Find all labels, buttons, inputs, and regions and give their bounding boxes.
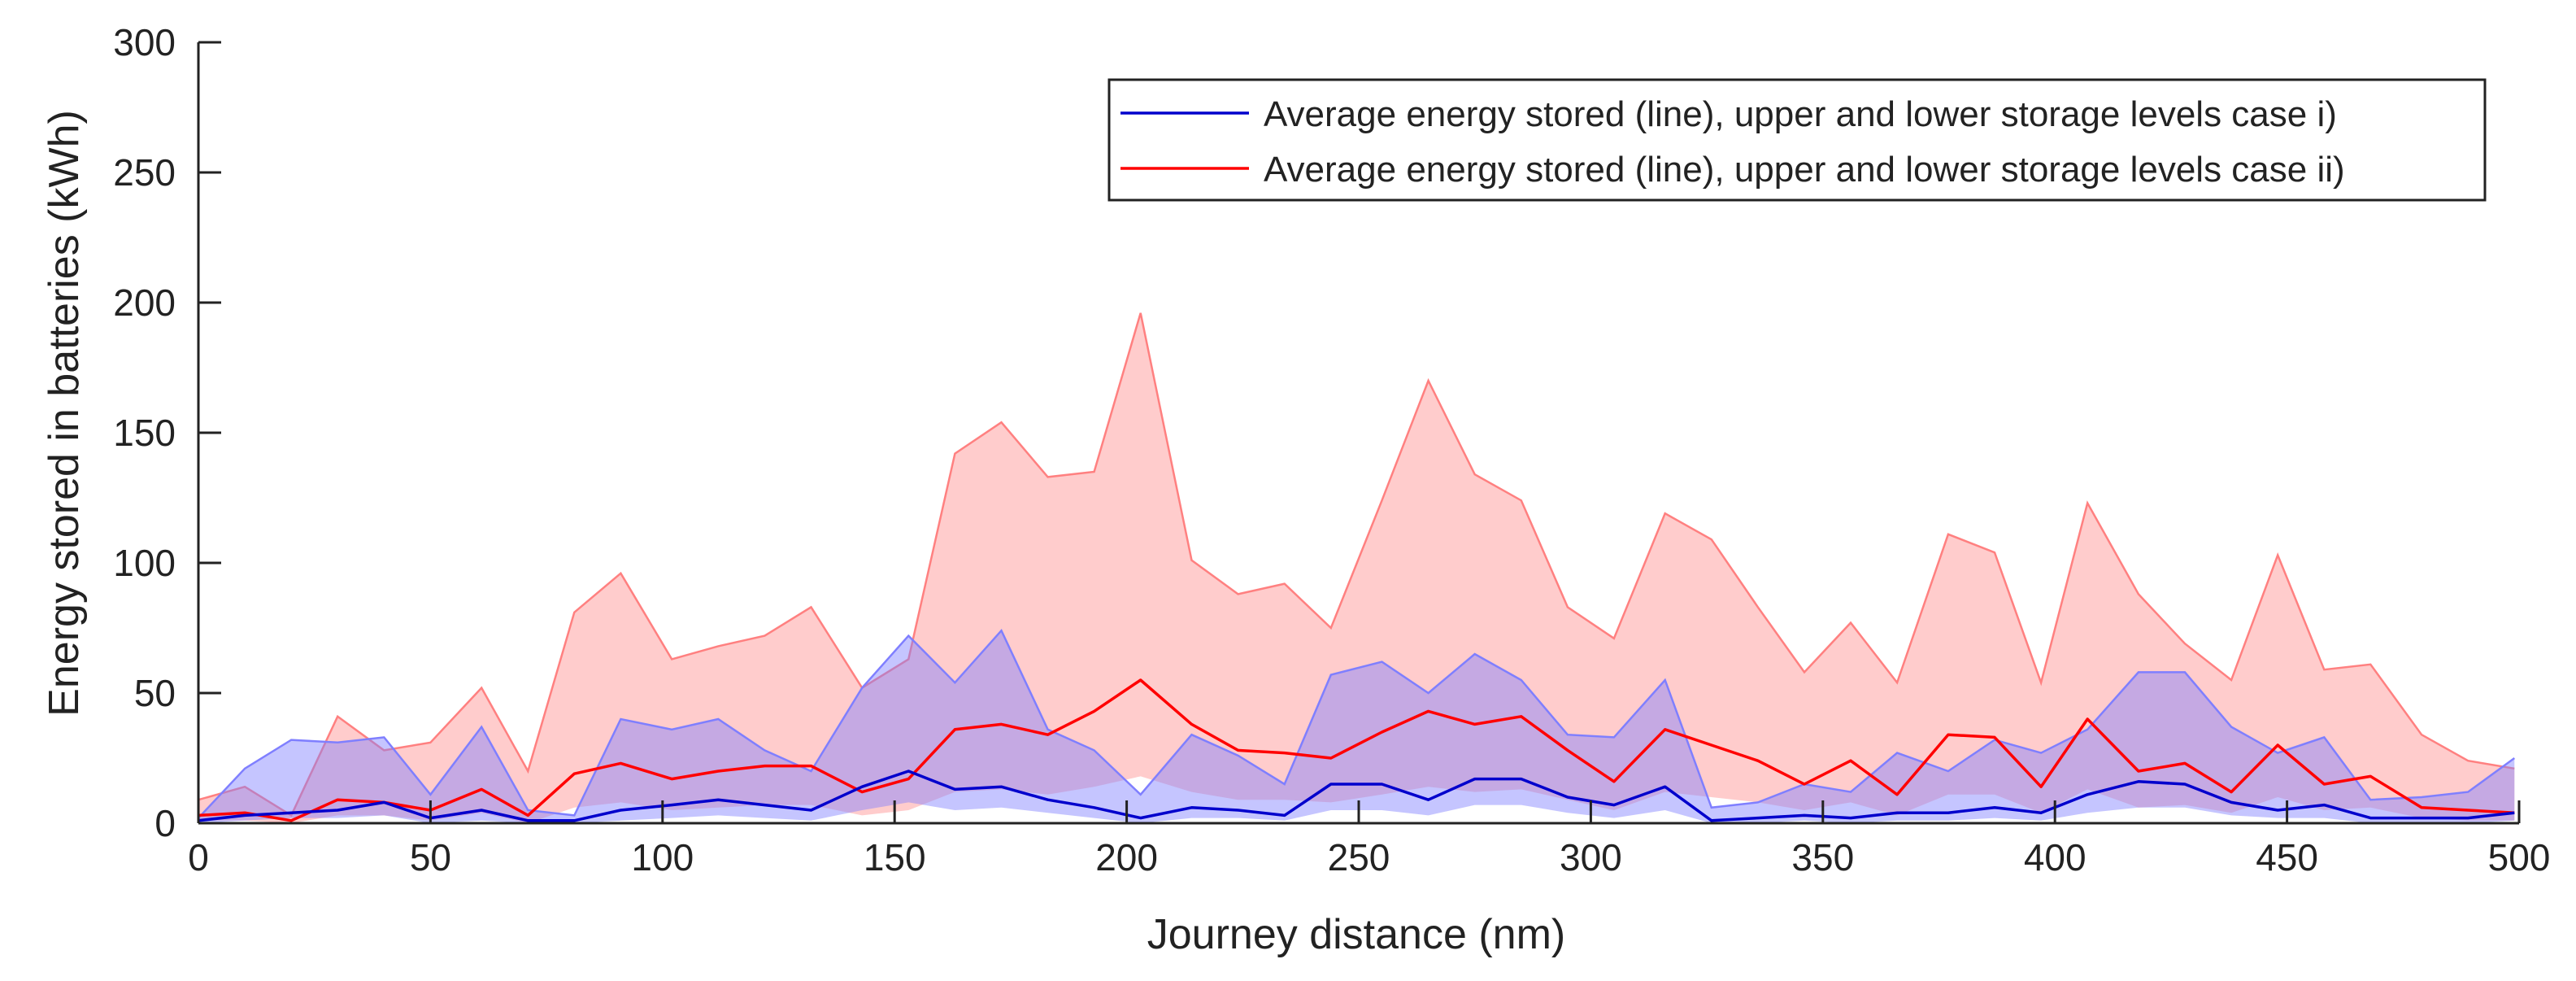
series-lines bbox=[198, 678, 2515, 822]
x-tick-label: 350 bbox=[1791, 836, 1854, 879]
x-tick-label: 100 bbox=[631, 836, 694, 879]
x-tick-label: 200 bbox=[1095, 836, 1158, 879]
legend-label-case-i: Average energy stored (line), upper and … bbox=[1264, 94, 2337, 134]
legend: Average energy stored (line), upper and … bbox=[1107, 78, 2487, 202]
x-tick-label: 0 bbox=[188, 836, 209, 879]
y-tick-label: 150 bbox=[113, 412, 176, 454]
x-axis-title: Journey distance (nm) bbox=[1147, 911, 1565, 958]
y-tick-label: 50 bbox=[134, 672, 176, 714]
y-tick-label: 200 bbox=[113, 281, 176, 324]
x-tick-label: 300 bbox=[1560, 836, 1622, 879]
average-line-case-i bbox=[198, 770, 2515, 822]
y-tick-label: 300 bbox=[113, 21, 176, 63]
average-line-case-ii bbox=[198, 678, 2515, 822]
legend-box bbox=[1107, 78, 2487, 202]
x-tick-label: 500 bbox=[2488, 836, 2551, 879]
y-tick-label: 0 bbox=[154, 802, 176, 844]
area-band-case-ii bbox=[198, 312, 2515, 823]
x-tick-label: 250 bbox=[1328, 836, 1390, 879]
axes: 0 50 100 150 200 250 300 0 50 100 150 200 250 300 350 4… bbox=[113, 21, 2550, 879]
x-tick-label: 400 bbox=[2024, 836, 2086, 879]
x-tick-label: 450 bbox=[2256, 836, 2318, 879]
y-tick-label: 250 bbox=[113, 151, 176, 194]
area-band-case-i bbox=[198, 630, 2515, 823]
y-tick-label: 100 bbox=[113, 542, 176, 584]
y-axis-title: Energy stored in batteries (kWh) bbox=[41, 110, 88, 717]
legend-label-case-ii: Average energy stored (line), upper and … bbox=[1264, 150, 2345, 190]
series-areas bbox=[198, 312, 2516, 823]
x-tick-label: 150 bbox=[864, 836, 926, 879]
upper-edge-case-i bbox=[198, 628, 2516, 819]
x-tick-label: 50 bbox=[410, 836, 451, 879]
upper-edge-case-ii bbox=[198, 312, 2515, 818]
